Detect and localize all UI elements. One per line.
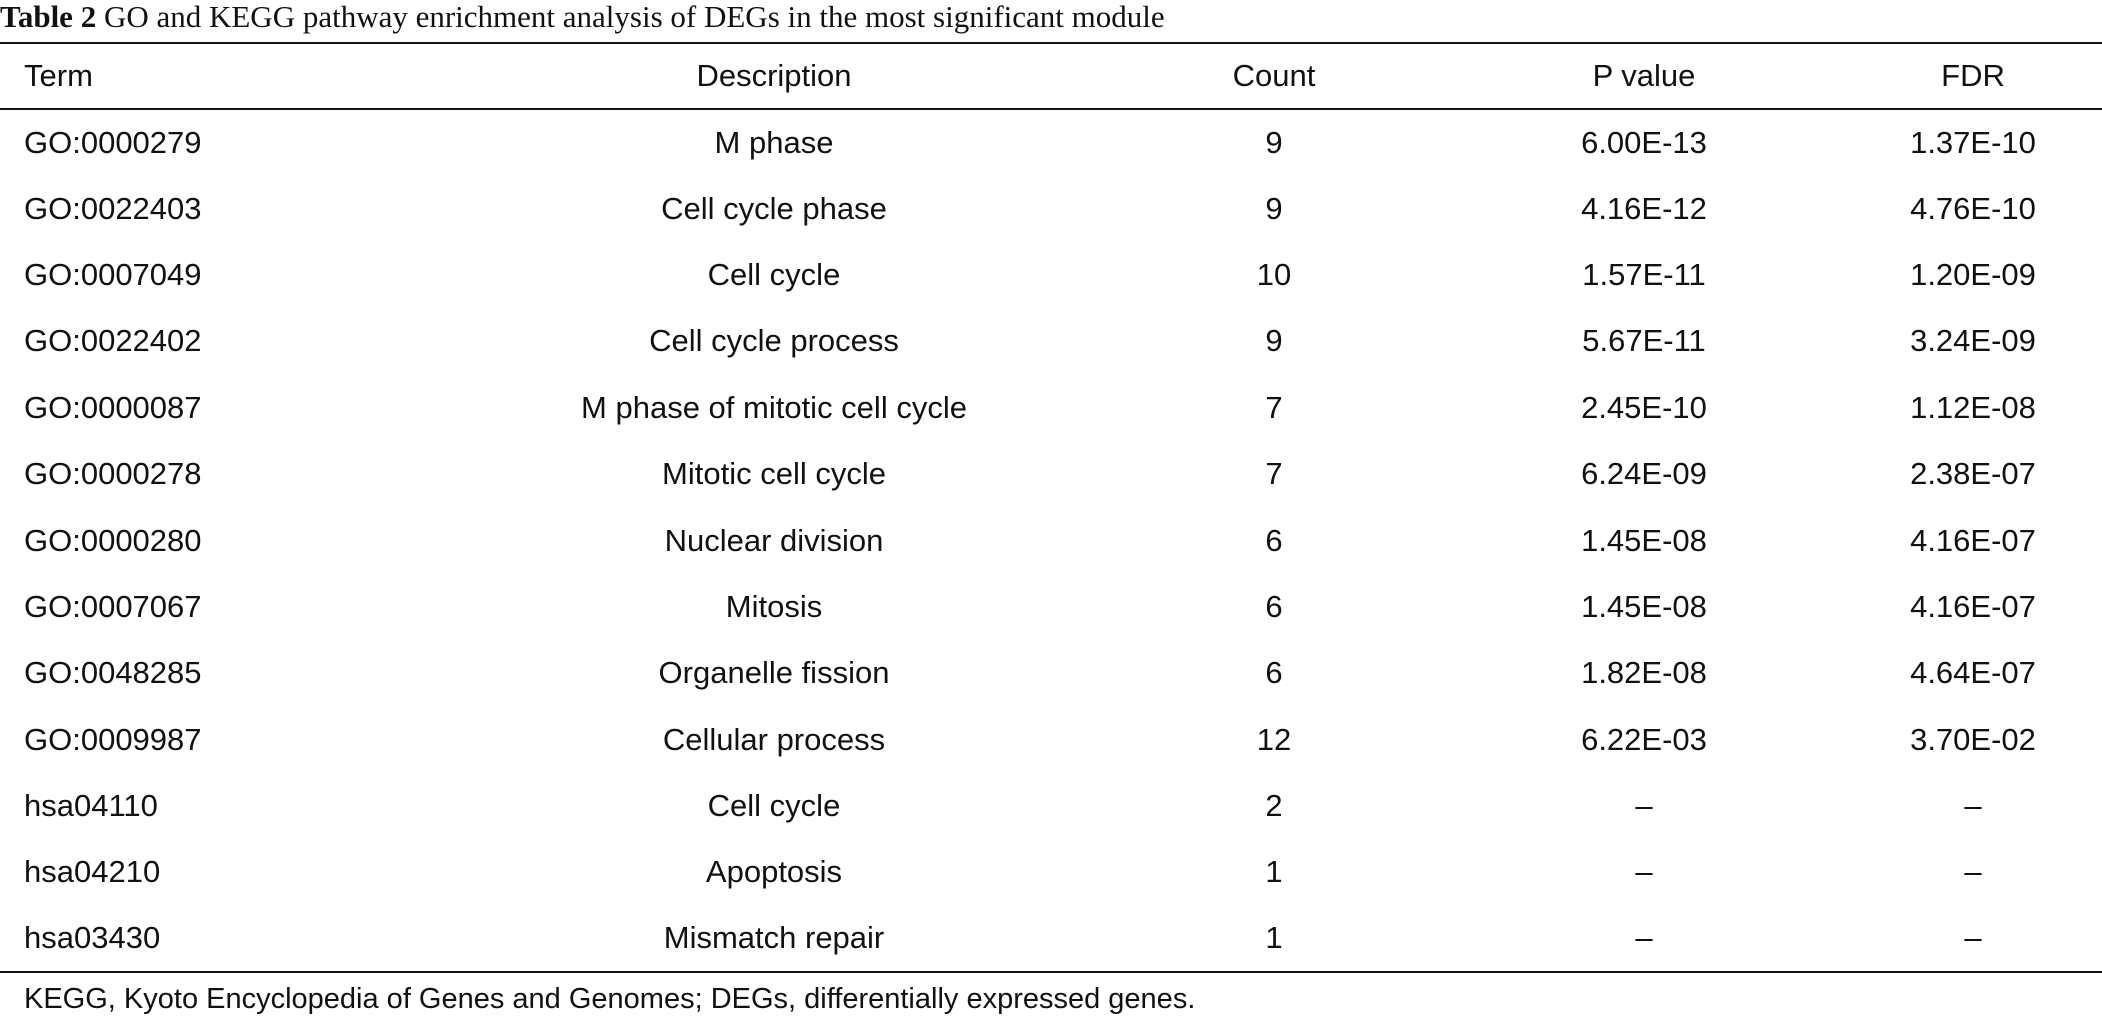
cell-term: GO:0022402 xyxy=(24,323,202,359)
table-row: GO:0000278 Mitotic cell cycle 7 6.24E-09… xyxy=(0,441,2102,507)
cell-fdr: 3.24E-09 xyxy=(1910,323,2036,359)
cell-p-value: – xyxy=(1444,905,1844,974)
table-row: GO:0000280 Nuclear division 6 1.45E-08 4… xyxy=(0,507,2102,573)
cell-description: Organelle fission xyxy=(658,655,890,691)
table-row: GO:0000087 M phase of mitotic cell cycle… xyxy=(0,375,2102,441)
header-p-value: P value xyxy=(1444,42,1844,110)
cell-fdr: 4.16E-07 xyxy=(1910,588,2036,624)
cell-description: Cellular process xyxy=(662,721,886,757)
cell-count: 9 xyxy=(1265,190,1283,226)
table-row: GO:0048285 Organelle fission 6 1.82E-08 … xyxy=(0,640,2102,706)
table-header: Term Description Count P value FDR xyxy=(0,42,2102,110)
cell-p-value: 6.00E-13 xyxy=(1581,124,1707,160)
cell-count: 9 xyxy=(1265,124,1283,160)
cell-fdr: – xyxy=(1964,788,1982,824)
table-body: GO:0000279 M phase 9 6.00E-13 1.37E-10 G… xyxy=(0,109,2102,974)
cell-count: 12 xyxy=(1256,721,1292,757)
cell-count: 2 xyxy=(1265,788,1283,824)
table-caption-label: Table 2 xyxy=(0,0,97,34)
table-footnote: KEGG, Kyoto Encyclopedia of Genes and Ge… xyxy=(24,983,1196,1015)
cell-count: 7 xyxy=(1265,456,1283,492)
cell-description: Nuclear division xyxy=(664,522,884,558)
header-fdr: FDR xyxy=(1844,42,2102,110)
cell-p-value: 1.45E-08 xyxy=(1581,588,1707,624)
cell-fdr: 2.38E-07 xyxy=(1910,456,2036,492)
table-row: GO:0007067 Mitosis 6 1.45E-08 4.16E-07 xyxy=(0,574,2102,640)
cell-p-value: 1.45E-08 xyxy=(1581,522,1707,558)
enrichment-table: Term Description Count P value FDR GO:00… xyxy=(0,42,2102,974)
header-count: Count xyxy=(1104,42,1444,110)
table-row: GO:0022402 Cell cycle process 9 5.67E-11… xyxy=(0,308,2102,374)
cell-description: Mismatch repair xyxy=(444,905,1104,974)
cell-description: Apoptosis xyxy=(705,854,843,890)
cell-description: Cell cycle phase xyxy=(661,190,887,226)
cell-description: Cell cycle xyxy=(707,788,841,824)
table-row: hsa04110 Cell cycle 2 – – xyxy=(0,773,2102,839)
cell-p-value: – xyxy=(1635,854,1653,890)
table-row: GO:0007049 Cell cycle 10 1.57E-11 1.20E-… xyxy=(0,242,2102,308)
cell-term: GO:0007049 xyxy=(24,256,202,292)
cell-description: M phase xyxy=(714,124,834,160)
cell-fdr: – xyxy=(1844,905,2102,974)
cell-count: 1 xyxy=(1265,854,1283,890)
cell-term: GO:0007067 xyxy=(24,588,202,624)
cell-p-value: 2.45E-10 xyxy=(1581,389,1707,425)
cell-p-value: 5.67E-11 xyxy=(1582,323,1706,359)
cell-fdr: 1.37E-10 xyxy=(1910,124,2036,160)
table-row: hsa03430 Mismatch repair 1 – – xyxy=(0,905,2102,974)
table-row: GO:0009987 Cellular process 12 6.22E-03 … xyxy=(0,707,2102,773)
cell-fdr: 4.64E-07 xyxy=(1910,655,2036,691)
cell-p-value: 4.16E-12 xyxy=(1581,190,1707,226)
header-description: Description xyxy=(444,42,1104,110)
cell-count: 1 xyxy=(1104,905,1444,974)
cell-count: 6 xyxy=(1265,588,1283,624)
cell-count: 9 xyxy=(1265,323,1283,359)
cell-fdr: 4.16E-07 xyxy=(1910,522,2036,558)
cell-fdr: 1.20E-09 xyxy=(1910,256,2036,292)
cell-fdr: 4.76E-10 xyxy=(1910,190,2036,226)
cell-fdr: 3.70E-02 xyxy=(1910,721,2036,757)
header-row: Term Description Count P value FDR xyxy=(0,42,2102,110)
cell-description: Mitosis xyxy=(725,588,823,624)
cell-fdr: – xyxy=(1964,854,1982,890)
cell-description: Cell cycle process xyxy=(649,323,899,359)
cell-p-value: 1.57E-11 xyxy=(1582,256,1706,292)
cell-description: Mitotic cell cycle xyxy=(662,456,886,492)
cell-fdr: 1.12E-08 xyxy=(1910,389,2036,425)
cell-term: GO:0048285 xyxy=(24,655,202,691)
cell-term: hsa04110 xyxy=(24,788,158,824)
table-row: GO:0022403 Cell cycle phase 9 4.16E-12 4… xyxy=(0,175,2102,241)
cell-count: 7 xyxy=(1265,389,1283,425)
cell-term: GO:0009987 xyxy=(24,721,202,757)
cell-term: GO:0022403 xyxy=(24,190,202,226)
cell-count: 10 xyxy=(1256,256,1292,292)
table-row: GO:0000279 M phase 9 6.00E-13 1.37E-10 xyxy=(0,109,2102,175)
table-caption: Table 2 GO and KEGG pathway enrichment a… xyxy=(0,0,1165,34)
cell-description: M phase of mitotic cell cycle xyxy=(581,389,967,425)
cell-term: hsa04210 xyxy=(24,854,161,890)
cell-term: GO:0000087 xyxy=(24,389,202,425)
table-caption-text: GO and KEGG pathway enrichment analysis … xyxy=(103,0,1165,34)
cell-term: GO:0000280 xyxy=(24,522,202,558)
table-row: hsa04210 Apoptosis 1 – – xyxy=(0,839,2102,905)
cell-p-value: 6.24E-09 xyxy=(1581,456,1707,492)
cell-description: Cell cycle xyxy=(707,256,841,292)
cell-p-value: 6.22E-03 xyxy=(1581,721,1707,757)
header-term: Term xyxy=(0,42,444,110)
cell-term: GO:0000279 xyxy=(24,124,202,160)
cell-term: GO:0000278 xyxy=(24,456,202,492)
cell-p-value: – xyxy=(1635,788,1653,824)
cell-count: 6 xyxy=(1265,655,1283,691)
cell-p-value: 1.82E-08 xyxy=(1581,655,1707,691)
cell-count: 6 xyxy=(1265,522,1283,558)
cell-term: hsa03430 xyxy=(0,905,444,974)
